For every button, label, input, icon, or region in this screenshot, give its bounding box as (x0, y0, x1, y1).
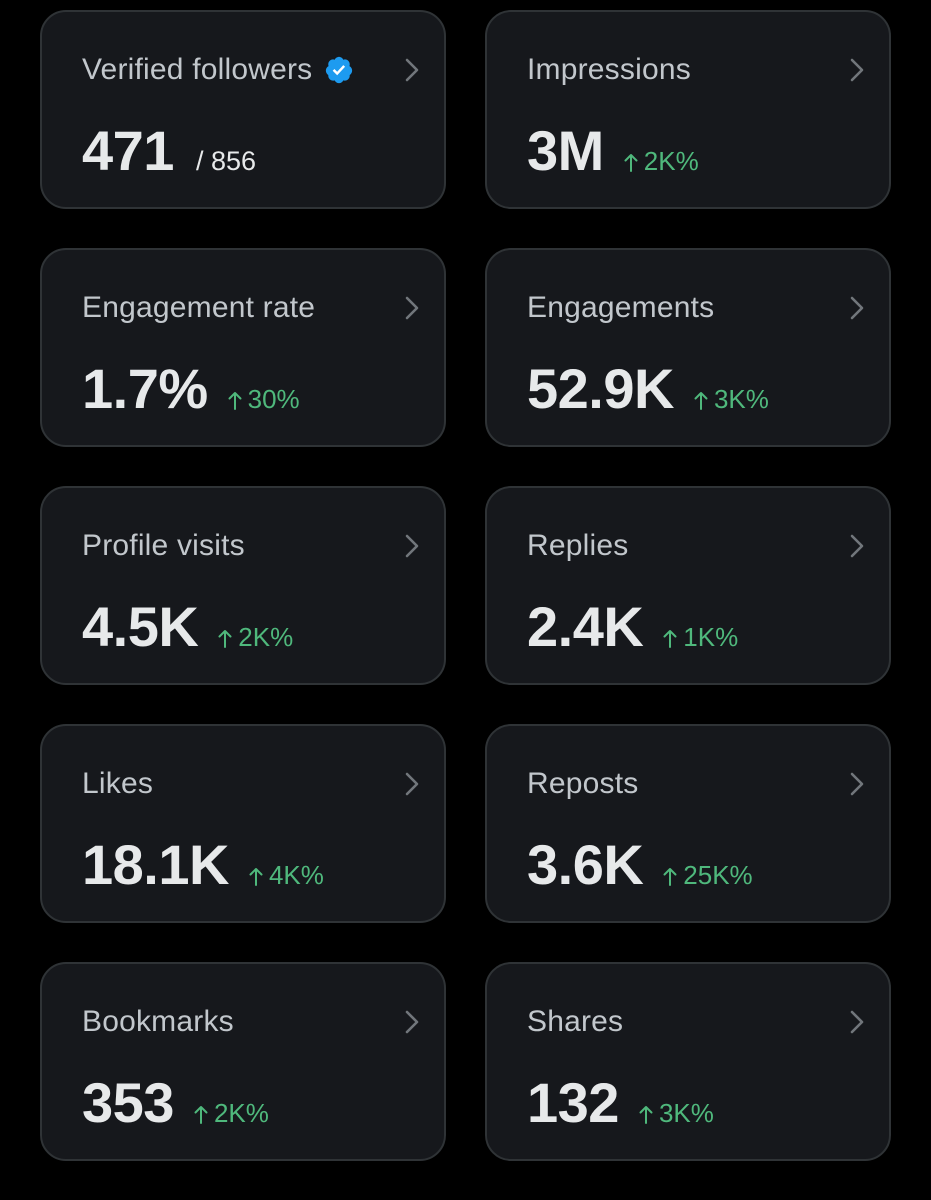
arrow-up-icon (624, 154, 638, 172)
chevron-right-icon (850, 534, 864, 558)
change-indicator: 1K% (663, 622, 738, 653)
chevron-right-icon (405, 772, 419, 796)
arrow-up-icon (194, 1106, 208, 1124)
card-value-row: 471 / 856 (82, 116, 256, 186)
card-replies[interactable]: Replies 2.4K 1K% (485, 486, 891, 685)
change-value: 3K% (713, 384, 769, 414)
chevron-right-icon (405, 58, 419, 82)
card-value-row: 353 2K% (82, 1068, 269, 1138)
card-title-row: Likes (82, 764, 153, 804)
chevron-right-icon (405, 534, 419, 558)
card-title: Engagement rate (82, 291, 316, 324)
card-title: Engagements (527, 291, 715, 324)
card-likes[interactable]: Likes 18.1K 4K% (40, 724, 446, 923)
arrow-up-icon (663, 630, 677, 648)
change-value: 30% (247, 384, 300, 414)
card-reposts[interactable]: Reposts 3.6K 25K% (485, 724, 891, 923)
card-value-row: 2.4K 1K% (527, 592, 738, 662)
card-value-row: 18.1K 4K% (82, 830, 324, 900)
card-value: 18.1K (82, 833, 229, 896)
card-title-row: Bookmarks (82, 1002, 234, 1042)
change-value: 25K% (683, 860, 753, 890)
chevron-right-icon (850, 772, 864, 796)
card-value: 2.4K (527, 595, 644, 658)
chevron-right-icon (850, 1010, 864, 1034)
verified-badge-icon (326, 56, 353, 84)
card-title-row: Verified followers (82, 50, 354, 90)
card-value: 3.6K (527, 833, 644, 896)
chevron-right-icon (405, 296, 419, 320)
arrow-up-icon (694, 392, 708, 410)
card-title-row: Engagement rate (82, 288, 315, 328)
card-value: 52.9K (527, 357, 674, 420)
chevron-right-icon (850, 296, 864, 320)
card-value: 132 (527, 1071, 619, 1134)
card-value: 4.5K (82, 595, 199, 658)
card-engagements[interactable]: Engagements 52.9K 3K% (485, 248, 891, 447)
card-value-row: 52.9K 3K% (527, 354, 769, 424)
card-title: Profile visits (82, 529, 245, 562)
arrow-up-icon (228, 392, 242, 410)
arrow-up-icon (218, 630, 232, 648)
card-title-row: Engagements (527, 288, 714, 328)
change-indicator: 4K% (249, 860, 324, 891)
card-title-row: Shares (527, 1002, 623, 1042)
card-value-row: 132 3K% (527, 1068, 714, 1138)
change-indicator: 25K% (663, 860, 753, 891)
change-value: 4K% (268, 860, 324, 890)
card-title: Impressions (527, 53, 691, 86)
arrow-up-icon (639, 1106, 653, 1124)
card-value: 471 (82, 119, 174, 182)
arrow-up-icon (663, 868, 677, 886)
change-indicator: 2K% (624, 146, 699, 177)
card-total: / 856 (195, 146, 256, 176)
chevron-right-icon (850, 58, 864, 82)
card-title: Replies (527, 529, 629, 562)
change-indicator: 30% (228, 384, 300, 415)
card-title: Shares (527, 1005, 624, 1038)
card-title-row: Replies (527, 526, 628, 566)
card-title: Reposts (527, 767, 639, 800)
change-value: 3K% (658, 1098, 714, 1128)
change-indicator: 2K% (194, 1098, 269, 1129)
card-value: 353 (82, 1071, 174, 1134)
analytics-grid: Verified followers 471 / 856 Impressions… (40, 10, 891, 1161)
card-value: 3M (527, 119, 604, 182)
chevron-right-icon (405, 1010, 419, 1034)
card-value-row: 1.7% 30% (82, 354, 300, 424)
card-value: 1.7% (82, 357, 208, 420)
change-value: 2K% (643, 146, 699, 176)
change-value: 2K% (238, 622, 294, 652)
card-title: Bookmarks (82, 1005, 234, 1038)
arrow-up-icon (249, 868, 263, 886)
card-title-row: Impressions (527, 50, 691, 90)
card-title-row: Reposts (527, 764, 638, 804)
change-indicator: 3K% (694, 384, 769, 415)
card-bookmarks[interactable]: Bookmarks 353 2K% (40, 962, 446, 1161)
card-shares[interactable]: Shares 132 3K% (485, 962, 891, 1161)
card-title: Verified followers (82, 53, 313, 86)
change-value: 1K% (683, 622, 739, 652)
card-value-row: 4.5K 2K% (82, 592, 293, 662)
card-profile-visits[interactable]: Profile visits 4.5K 2K% (40, 486, 446, 685)
card-value-row: 3M 2K% (527, 116, 699, 186)
card-value-row: 3.6K 25K% (527, 830, 753, 900)
card-impressions[interactable]: Impressions 3M 2K% (485, 10, 891, 209)
card-engagement-rate[interactable]: Engagement rate 1.7% 30% (40, 248, 446, 447)
card-verified-followers[interactable]: Verified followers 471 / 856 (40, 10, 446, 209)
change-indicator: 2K% (218, 622, 293, 653)
card-title: Likes (82, 767, 154, 800)
card-title-row: Profile visits (82, 526, 245, 566)
change-value: 2K% (213, 1098, 269, 1128)
change-indicator: 3K% (639, 1098, 714, 1129)
